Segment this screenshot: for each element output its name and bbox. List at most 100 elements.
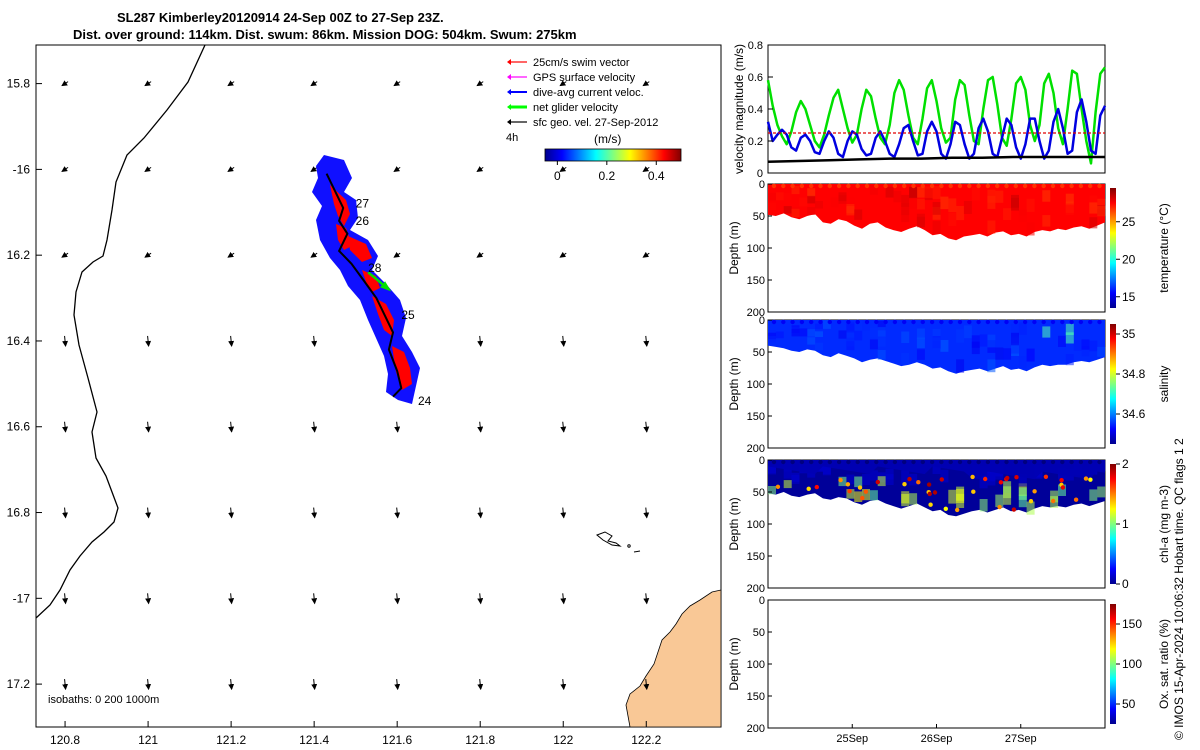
profile-texture-cell xyxy=(799,197,808,207)
speed-colorbar: (m/s) 0 0.2 0.4 xyxy=(544,132,682,183)
profile-texture-cell xyxy=(791,474,800,484)
geo-velocity-arrow xyxy=(227,80,235,87)
profile-y-tick-label: 100 xyxy=(747,519,765,531)
profile-ylabel: Depth (m) xyxy=(727,221,741,274)
profile-colorbar-tick-label: 0 xyxy=(1122,577,1129,591)
profile-texture-cell xyxy=(987,359,996,373)
profile-y-tick-label: 0 xyxy=(759,315,765,327)
surface-sample-dot xyxy=(1097,319,1102,325)
chl-sample-dot xyxy=(983,476,988,482)
profile-texture-cell xyxy=(909,186,918,198)
surface-sample-dot xyxy=(846,319,851,325)
surface-sample-dot xyxy=(929,459,935,465)
profile-texture-cell xyxy=(1042,190,1051,202)
geo-velocity-arrow xyxy=(560,335,567,347)
legend-swatch-arrowhead xyxy=(507,59,511,65)
surface-sample-dot xyxy=(1069,459,1074,465)
profile-texture-cell xyxy=(1003,208,1012,220)
chl-sample-dot xyxy=(1043,474,1049,479)
surface-sample-dot xyxy=(1032,459,1037,465)
surface-sample-dot xyxy=(1078,459,1084,465)
land-polygon xyxy=(625,589,721,727)
profile-texture-cell xyxy=(815,323,823,332)
surface-sample-dot xyxy=(1078,319,1084,325)
surface-sample-dot xyxy=(939,183,944,189)
profile-colorbar-label: temperature (°C) xyxy=(1157,203,1171,293)
profile-texture-cell xyxy=(1097,205,1106,217)
profile-texture-cell xyxy=(1011,324,1019,337)
profile-colorbar-tick-label: 50 xyxy=(1122,697,1136,711)
profile-texture-cell xyxy=(932,221,941,234)
profile-texture-cell xyxy=(901,210,910,223)
profile-texture-cell xyxy=(1065,193,1074,206)
profile-colorbar-tick-label: 150 xyxy=(1122,617,1142,631)
surface-sample-dot xyxy=(827,319,832,325)
chl-sample-dot xyxy=(1083,476,1089,481)
geo-velocity-arrow xyxy=(476,80,484,87)
surface-sample-dot xyxy=(855,459,860,465)
profile-texture-cell xyxy=(932,202,941,215)
profile-texture-cell xyxy=(924,186,933,198)
profile-texture-cell xyxy=(971,341,980,355)
profile-texture-cell xyxy=(948,198,957,212)
profile-texture-cell xyxy=(1018,356,1027,369)
surface-sample-dot xyxy=(809,319,814,325)
profile-y-tick-label: 100 xyxy=(747,379,765,391)
profile-y-tick-label: 0 xyxy=(759,179,765,191)
profile-texture-cell xyxy=(1089,217,1098,229)
velocity-y-tick-label: 0.2 xyxy=(748,136,763,148)
profile-texture-cell xyxy=(783,325,792,333)
day-label: 24 xyxy=(418,394,432,408)
profile-texture-cell xyxy=(854,209,863,220)
profile-texture-cell xyxy=(885,474,894,485)
profile-texture-cell xyxy=(877,337,886,347)
profile-y-tick-label: 150 xyxy=(747,551,765,563)
geo-velocity-arrow xyxy=(310,251,318,258)
surface-sample-dot xyxy=(902,319,907,325)
surface-sample-dot xyxy=(1004,319,1009,325)
surface-sample-dot xyxy=(836,183,842,189)
profile-colorbar-tick-label: 35 xyxy=(1122,327,1136,341)
profile-texture-cell xyxy=(775,192,784,201)
profile-texture-cell xyxy=(1026,348,1035,362)
profile-texture-cell xyxy=(791,328,800,337)
chl-sample-dot xyxy=(1059,478,1064,483)
glider-track xyxy=(325,173,403,398)
profile-texture-cell xyxy=(869,327,878,338)
surface-sample-dot xyxy=(985,319,991,325)
surface-sample-dot xyxy=(790,459,795,465)
profile-texture-cell xyxy=(901,194,910,207)
chl-sample-dot xyxy=(1028,499,1034,504)
surface-sample-dot xyxy=(883,319,888,325)
surface-sample-dot xyxy=(995,319,1000,325)
geo-velocity-arrow xyxy=(642,251,650,258)
profile-texture-cell xyxy=(862,473,870,485)
surface-sample-dot xyxy=(1050,459,1056,465)
surface-sample-dot xyxy=(911,319,916,325)
geo-velocity-arrow xyxy=(477,421,484,433)
surface-sample-dot xyxy=(1050,319,1056,325)
geo-velocity-arrow xyxy=(145,507,152,519)
profile-texture-cell xyxy=(846,474,855,485)
geo-velocity-arrow xyxy=(61,166,69,172)
profile-texture-cell xyxy=(775,331,784,339)
day-label: 27 xyxy=(356,197,370,211)
surface-sample-dot xyxy=(836,319,842,325)
profile-texture-cell xyxy=(1042,326,1051,338)
profile-texture-cell xyxy=(1058,484,1066,496)
geo-velocity-arrow xyxy=(477,335,484,347)
profile-texture-cell xyxy=(854,330,863,341)
map-y-tick-label: 17.2 xyxy=(7,677,31,691)
chl-sample-dot xyxy=(857,485,863,490)
profile-colorbar-gradient xyxy=(1110,188,1116,308)
day-label: 28 xyxy=(368,261,382,275)
chl-sample-dot xyxy=(928,502,933,507)
profile-texture-cell xyxy=(869,490,878,501)
day-label: 25 xyxy=(401,308,415,322)
surface-sample-dot xyxy=(929,183,935,189)
profile-texture-cell xyxy=(1097,486,1106,498)
surface-sample-dot xyxy=(1013,319,1018,325)
profile-texture-cell xyxy=(901,203,910,216)
speed-colorbar-ticks: 0 0.2 0.4 xyxy=(554,161,665,183)
profile-texture-cell xyxy=(768,486,776,495)
